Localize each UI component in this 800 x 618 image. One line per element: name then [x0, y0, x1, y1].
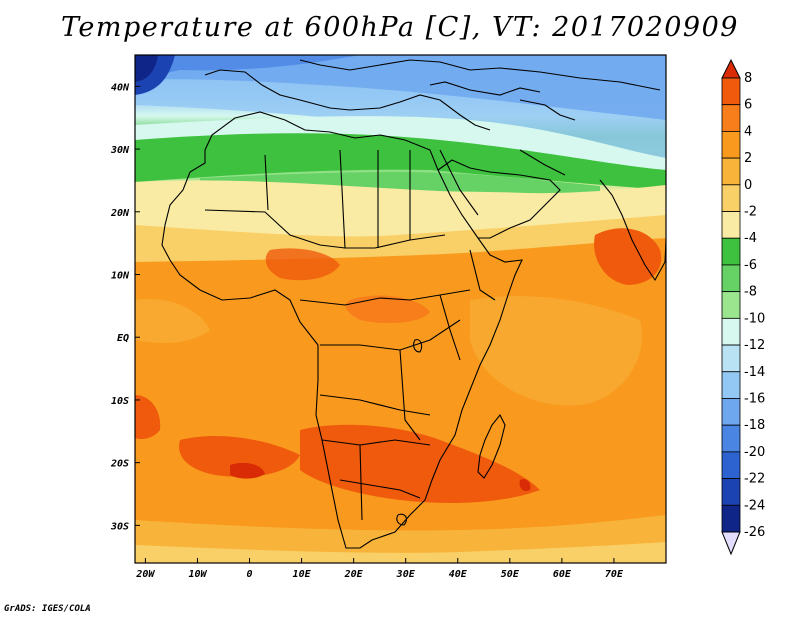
colorbar-swatch [721, 211, 741, 239]
lat-tick-label: 30N [110, 145, 130, 156]
colorbar-label: -20 [744, 445, 765, 460]
colorbar-label: -12 [744, 338, 765, 353]
colorbar-swatch [721, 424, 741, 453]
colorbar-swatch [721, 104, 741, 132]
lat-tick-label: 10S [111, 396, 129, 407]
colorbar-swatch [721, 184, 741, 212]
lat-tick-label: 40N [111, 82, 130, 93]
lat-tick-label: 30S [110, 521, 129, 532]
map-title: Temperature at 600hPa [C], VT: 201702090… [61, 12, 739, 43]
colorbar-swatch [721, 451, 741, 479]
credit-text: GrADS: IGES/COLA [4, 604, 91, 614]
colorbar-min-arrow [721, 531, 741, 556]
colorbar-label: -14 [744, 365, 765, 380]
lat-tick-label: 10N [111, 271, 130, 282]
colorbar-label: 4 [744, 124, 752, 139]
lon-tick-label: 60E [553, 569, 572, 580]
lon-tick-label: 10E [293, 569, 312, 580]
lon-tick-label: 70E [605, 569, 624, 580]
colorbar-swatch [721, 398, 741, 426]
colorbar-swatch [721, 291, 741, 319]
lon-tick-label: 10W [188, 569, 207, 580]
temperature-shading [135, 55, 666, 563]
colorbar-max-arrow [721, 58, 741, 79]
colorbar-label: -6 [744, 258, 757, 273]
colorbar-swatch [721, 77, 741, 106]
colorbar-swatch [721, 157, 741, 186]
lon-tick-label: 50E [501, 569, 520, 580]
colorbar-swatch [721, 317, 741, 346]
lat-tick-label: EQ [117, 333, 129, 344]
colorbar-swatch [721, 504, 741, 533]
colorbar-label: -26 [744, 525, 765, 540]
colorbar-swatch [721, 264, 741, 293]
lon-tick-label: 30E [396, 569, 416, 580]
map-axes: 20W 10W 0 10E 20E 30E 40E 50E 60E 70E 40N 30N 20N 10N… [110, 82, 624, 580]
colorbar-label: 2 [744, 151, 752, 166]
lon-tick-label: 20E [344, 569, 364, 580]
lon-tick-label: 0 [247, 569, 253, 580]
colorbar-swatch [721, 237, 741, 266]
lon-tick-label: 20W [135, 569, 155, 580]
colorbar-label: -2 [744, 205, 757, 220]
colorbar-swatch [721, 344, 741, 373]
lat-tick-label: 20N [110, 208, 130, 219]
colorbar-label: -16 [744, 391, 765, 406]
colorbar-label: 0 [744, 178, 752, 193]
colorbar-label: -22 [744, 472, 765, 487]
colorbar-label: -24 [744, 498, 765, 513]
colorbar-label: -18 [744, 418, 765, 433]
colorbar: 8 6 4 2 0 -2 -4 -6 -8 -10 -12 -14 -16 -18 -20 -22 -24 -26 [721, 58, 765, 556]
colorbar-swatch [721, 371, 741, 399]
lat-tick-label: 20S [110, 459, 129, 470]
coastlines [161, 59, 666, 549]
colorbar-label: -4 [744, 231, 757, 246]
colorbar-swatch [721, 131, 741, 159]
colorbar-label: 6 [744, 98, 752, 113]
lon-tick-label: 40E [449, 569, 468, 580]
colorbar-label: 8 [744, 71, 752, 86]
plot-frame [134, 54, 667, 564]
colorbar-label: -10 [744, 311, 765, 326]
colorbar-label: -8 [744, 285, 757, 300]
colorbar-swatch [721, 478, 741, 506]
